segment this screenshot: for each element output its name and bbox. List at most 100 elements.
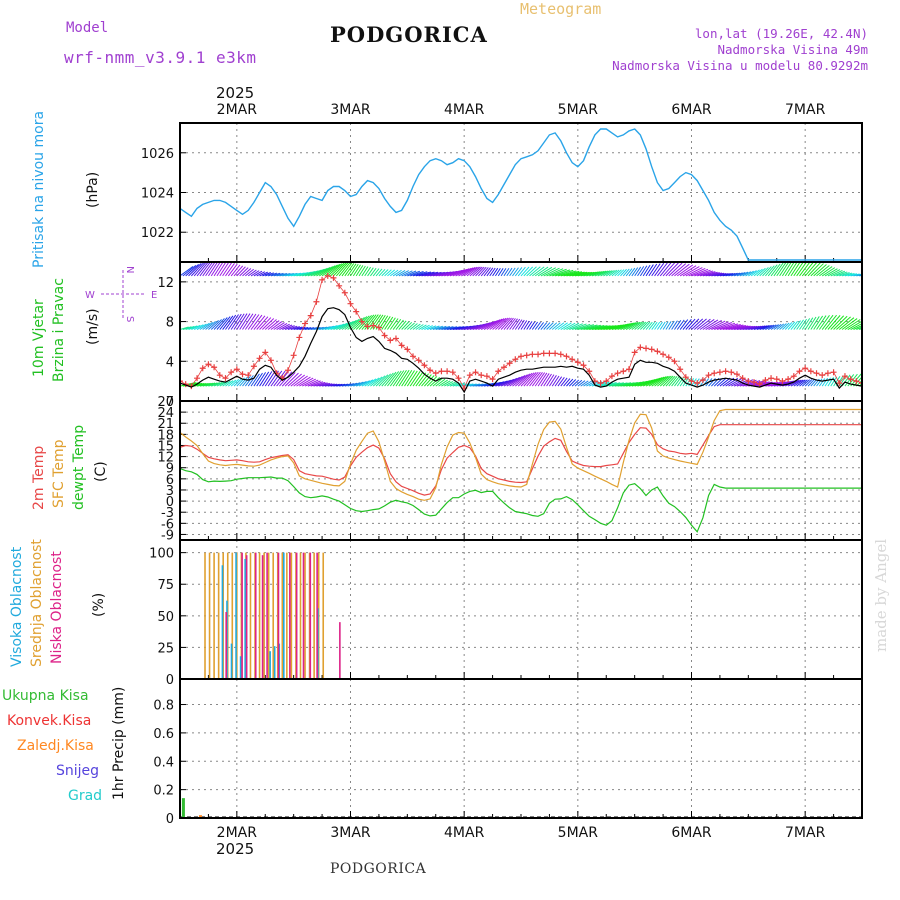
y-tick-label: 1026 (141, 147, 174, 162)
wind-barb (714, 322, 733, 330)
wind-barb (731, 272, 741, 277)
wind-barb (770, 263, 781, 277)
wind-barb (685, 267, 703, 277)
wind-barb (639, 265, 648, 277)
wind-barb (498, 378, 515, 387)
wind-barb (722, 324, 741, 330)
wind-barb (216, 262, 227, 277)
wind-barb (540, 373, 550, 387)
wind-barb (307, 268, 325, 277)
wind-barb (665, 375, 676, 387)
wind-barb (384, 316, 394, 330)
wind-barb (523, 266, 534, 277)
y-tick-label: 15 (157, 439, 174, 454)
wind-barb (804, 379, 813, 387)
wind-barb (728, 378, 742, 387)
wind-barb (472, 383, 484, 387)
x-day-label-top: 7MAR (785, 102, 826, 118)
wind-barb (290, 374, 306, 387)
wind-barb (534, 321, 541, 330)
ylabel-temp-unit: (C) (93, 461, 109, 482)
wind-barb (409, 323, 418, 330)
wind-barb (265, 272, 274, 277)
wind-barb (227, 379, 237, 387)
wind-barb (671, 263, 687, 277)
wind-barb (659, 262, 672, 277)
wind-barb (651, 321, 658, 330)
wind-barb (807, 379, 815, 387)
wind-barb (483, 267, 491, 277)
wind-barb (415, 372, 427, 387)
wind-barb (668, 376, 678, 387)
x-day-label-top: 4MAR (444, 102, 485, 118)
wind-barb (409, 371, 421, 387)
wind-barb (679, 265, 697, 277)
x-day-label-top: 3MAR (330, 102, 371, 118)
wind-barb (728, 272, 738, 277)
wind-barb (818, 378, 826, 387)
wind-barb (193, 324, 204, 330)
wind-barb (330, 323, 345, 330)
x-day-label-bottom: 6MAR (671, 825, 712, 841)
wind-barb (296, 376, 311, 387)
wind-barb (799, 318, 808, 330)
wind-barb (839, 272, 850, 277)
wind-barb (819, 266, 833, 277)
wind-barb (389, 269, 399, 277)
wind-barb (688, 318, 700, 330)
wind-barb (824, 314, 837, 330)
wind-barb (705, 320, 722, 330)
wind-barb (514, 267, 523, 277)
wind-barb (634, 266, 642, 277)
wind-barb (682, 377, 689, 387)
wind-barb (813, 315, 824, 330)
wind-barb (333, 383, 343, 387)
wind-barb (421, 374, 432, 387)
wind-barb (537, 266, 553, 277)
y-tick-label: 12 (157, 276, 174, 291)
y-tick-label: 1024 (141, 187, 174, 202)
y-tick-label: 21 (157, 417, 174, 432)
wind-barb (352, 316, 368, 330)
lonlat-info: lon,lat (19.26E, 42.4N) (694, 26, 868, 41)
wind-barb (719, 377, 731, 387)
wind-barb (372, 375, 386, 387)
wind-barb (364, 266, 372, 277)
wind-gust-marker (859, 380, 862, 387)
wind-barb (489, 267, 496, 277)
wind-barb (671, 320, 678, 330)
wind-barb (282, 273, 294, 277)
wind-barb (537, 322, 544, 330)
wind-barb (637, 266, 645, 277)
wind-barb (654, 321, 661, 330)
wind-barb (503, 267, 510, 277)
wind-barb (180, 326, 189, 330)
wind-barb (435, 378, 446, 387)
wind-barb (711, 272, 725, 277)
wind-barb (435, 325, 447, 330)
wind-barb (256, 316, 269, 330)
wind-barb (427, 325, 437, 330)
wind-barb (656, 321, 663, 330)
wind-barb (492, 267, 499, 277)
wind-barb (506, 267, 513, 277)
wind-barb (316, 326, 328, 331)
wind-barb (512, 374, 528, 387)
wind-barb (472, 266, 483, 277)
wind-barb (239, 313, 251, 330)
wind-barb (662, 375, 674, 387)
wind-barb (307, 380, 321, 387)
wind-barb (264, 319, 277, 330)
wind-barb (753, 325, 766, 330)
wind-barb (736, 272, 746, 277)
wind-barb (708, 272, 723, 277)
wind-barb (355, 380, 367, 387)
y-tick-label: 12 (157, 451, 174, 466)
wind-barb (554, 269, 574, 277)
wind-barb (378, 373, 392, 387)
wind-barb (381, 316, 391, 330)
wind-barb (444, 326, 458, 331)
wind-barb (804, 317, 814, 330)
wind-barb (625, 268, 633, 277)
wind-barb (725, 324, 744, 330)
